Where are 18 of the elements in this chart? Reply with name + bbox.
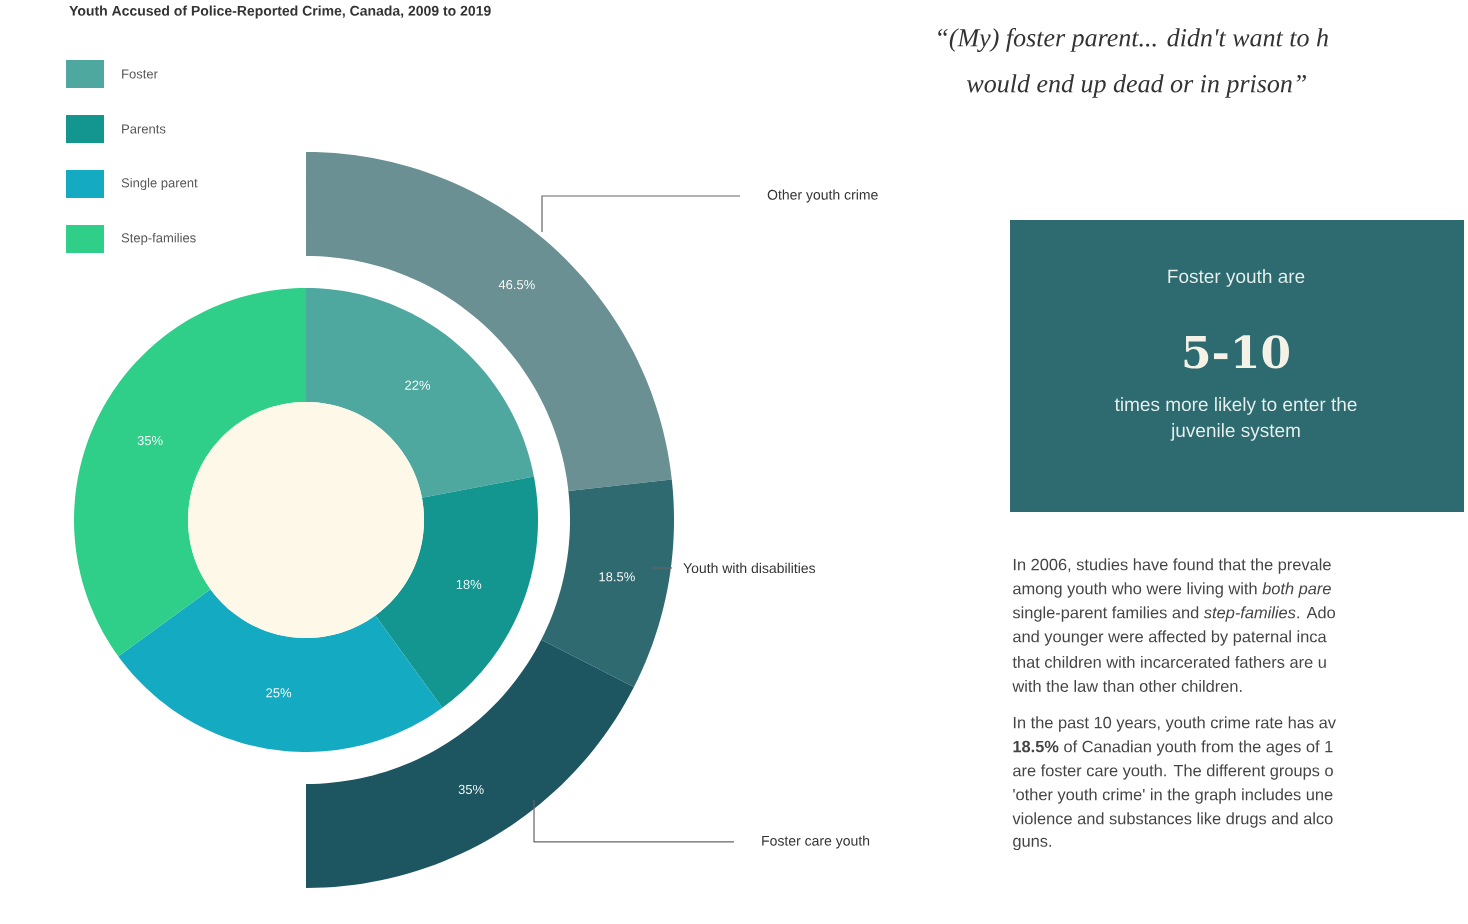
text: single-parent families and step-families. Ado — [1012, 606, 1336, 622]
text: times more likely to enter the — [1114, 397, 1357, 415]
text: In the past 10 years, youth crime rate has av — [1013, 716, 1336, 732]
text: violence and substances like drugs and alco — [1012, 812, 1333, 828]
text: with the law than other children. — [1012, 679, 1242, 692]
text: 'other youth crime' in the graph includes une — [1013, 788, 1333, 804]
text: among youth who were living with both pare — [1013, 582, 1331, 598]
text: and younger were affected by paternal inca — [1013, 630, 1327, 646]
text: 18.5% of Canadian youth from the ages of 1 — [1013, 740, 1333, 756]
text: are foster care youth. The different groups o — [1013, 764, 1333, 780]
text: would end up dead or in prison” — [967, 74, 1306, 98]
text: guns. — [1013, 837, 1052, 851]
text: “(My) foster parent... didn't want to h — [938, 28, 1328, 52]
text: that children with incarcerated fathers are u — [1012, 655, 1326, 668]
text: juvenile system — [1170, 423, 1300, 441]
text: 5-10 — [1184, 335, 1290, 369]
text: Foster youth are — [1168, 269, 1305, 287]
text: In 2006, studies have found that the prevale — [1013, 558, 1331, 574]
